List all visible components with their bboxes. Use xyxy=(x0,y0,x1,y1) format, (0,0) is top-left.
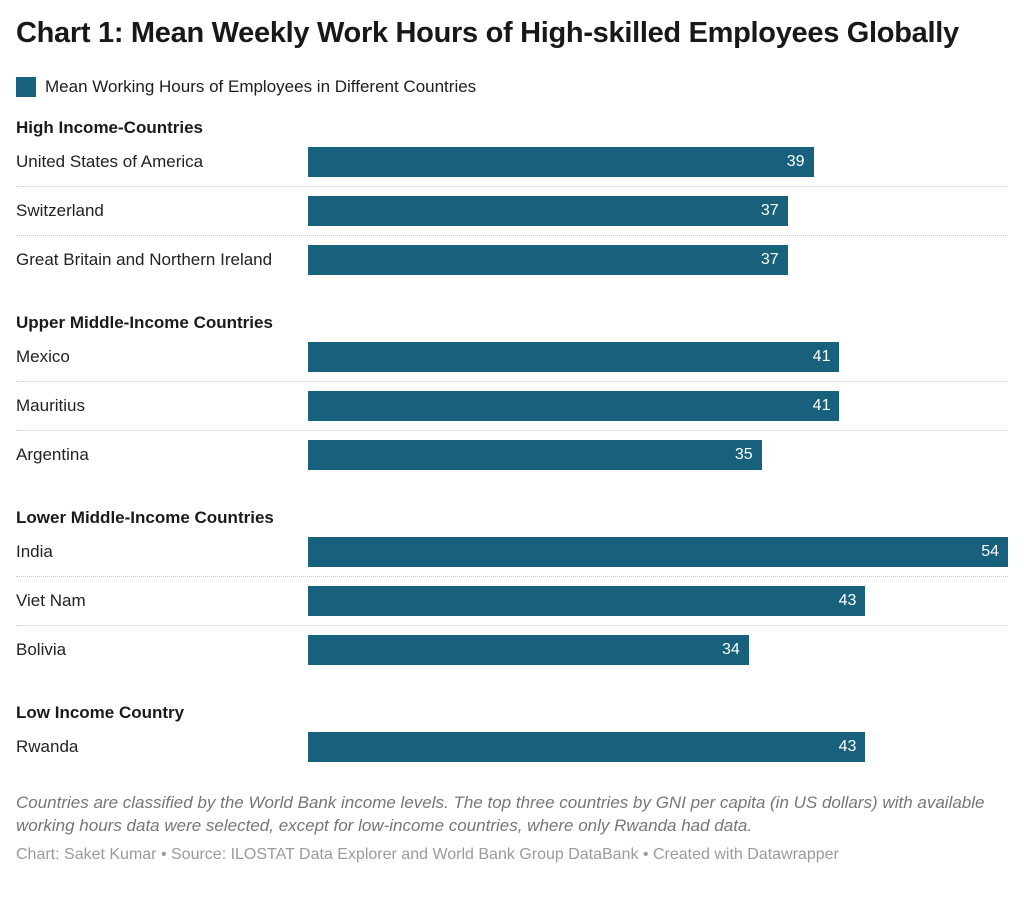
bar-row: Mexico 41 xyxy=(16,342,1008,372)
bar-value: 43 xyxy=(838,592,857,609)
legend-label: Mean Working Hours of Employees in Diffe… xyxy=(45,77,477,96)
footnote: Countries are classified by the World Ba… xyxy=(16,793,985,835)
bar: 39 xyxy=(308,147,814,177)
legend-swatch-icon xyxy=(16,76,36,97)
bar-track: 35 xyxy=(308,440,1008,470)
bar-track: 41 xyxy=(308,391,1008,421)
row-separator xyxy=(16,235,1008,236)
row-separator xyxy=(16,381,1008,382)
bar-label: Rwanda xyxy=(16,737,79,756)
group-title: Lower Middle-Income Countries xyxy=(16,508,274,527)
row-separator xyxy=(16,186,1008,187)
chart-body: High Income-Countries United States of Am… xyxy=(16,118,1008,762)
byline: Chart: Saket Kumar • Source: ILOSTAT Dat… xyxy=(16,846,839,863)
bar-label: Switzerland xyxy=(16,201,104,220)
row-separator xyxy=(16,625,1008,626)
bar-value: 37 xyxy=(760,202,779,219)
group-title: High Income-Countries xyxy=(16,118,204,137)
bar: 54 xyxy=(308,537,1008,567)
bar-label: Mexico xyxy=(16,347,70,366)
bar: 37 xyxy=(308,245,788,275)
legend: Mean Working Hours of Employees in Diffe… xyxy=(16,76,1008,97)
bar-row: Viet Nam 43 xyxy=(16,586,1008,616)
bar-value: 35 xyxy=(734,446,753,463)
bar-track: 43 xyxy=(308,732,1008,762)
page-title: Chart 1: Mean Weekly Work Hours of High-… xyxy=(16,17,959,49)
bar: 37 xyxy=(308,196,788,226)
bar-row: Rwanda 43 xyxy=(16,732,1008,762)
bar-track: 43 xyxy=(308,586,1008,616)
bar-row: United States of America 39 xyxy=(16,147,1008,177)
bar-label: Bolivia xyxy=(16,640,67,659)
group-title: Upper Middle-Income Countries xyxy=(16,313,273,332)
bar-value: 37 xyxy=(760,251,779,268)
bar-row: Bolivia 34 xyxy=(16,635,1008,665)
bar-row: Mauritius 41 xyxy=(16,391,1008,421)
row-separator xyxy=(16,430,1008,431)
bar: 43 xyxy=(308,586,866,616)
bar-track: 34 xyxy=(308,635,1008,665)
bar-value: 34 xyxy=(721,641,740,658)
bar-label: India xyxy=(16,542,53,561)
bar-track: 39 xyxy=(308,147,1008,177)
bar: 35 xyxy=(308,440,762,470)
bar-value: 41 xyxy=(812,397,831,414)
bar-track: 54 xyxy=(308,537,1008,567)
bar-value: 43 xyxy=(838,738,857,755)
bar-label: United States of America xyxy=(16,152,204,171)
bar-row: Great Britain and Northern Ireland 37 xyxy=(16,245,1008,275)
bar-row: India 54 xyxy=(16,537,1008,567)
bar: 43 xyxy=(308,732,866,762)
bar: 41 xyxy=(308,391,840,421)
bar: 41 xyxy=(308,342,840,372)
bar-row: Argentina 35 xyxy=(16,440,1008,470)
bar: 34 xyxy=(308,635,749,665)
bar-track: 37 xyxy=(308,245,1008,275)
bar-label: Argentina xyxy=(16,445,89,464)
row-separator xyxy=(16,576,1008,577)
bar-label: Viet Nam xyxy=(16,591,86,610)
bar-track: 37 xyxy=(308,196,1008,226)
bar-label: Mauritius xyxy=(16,396,85,415)
bar-label: Great Britain and Northern Ireland xyxy=(16,250,273,269)
bar-value: 39 xyxy=(786,153,805,170)
bar-row: Switzerland 37 xyxy=(16,196,1008,226)
bar-value: 54 xyxy=(981,543,999,560)
bar-track: 41 xyxy=(308,342,1008,372)
group-title: Low Income Country xyxy=(16,703,185,722)
bar-value: 41 xyxy=(812,348,831,365)
